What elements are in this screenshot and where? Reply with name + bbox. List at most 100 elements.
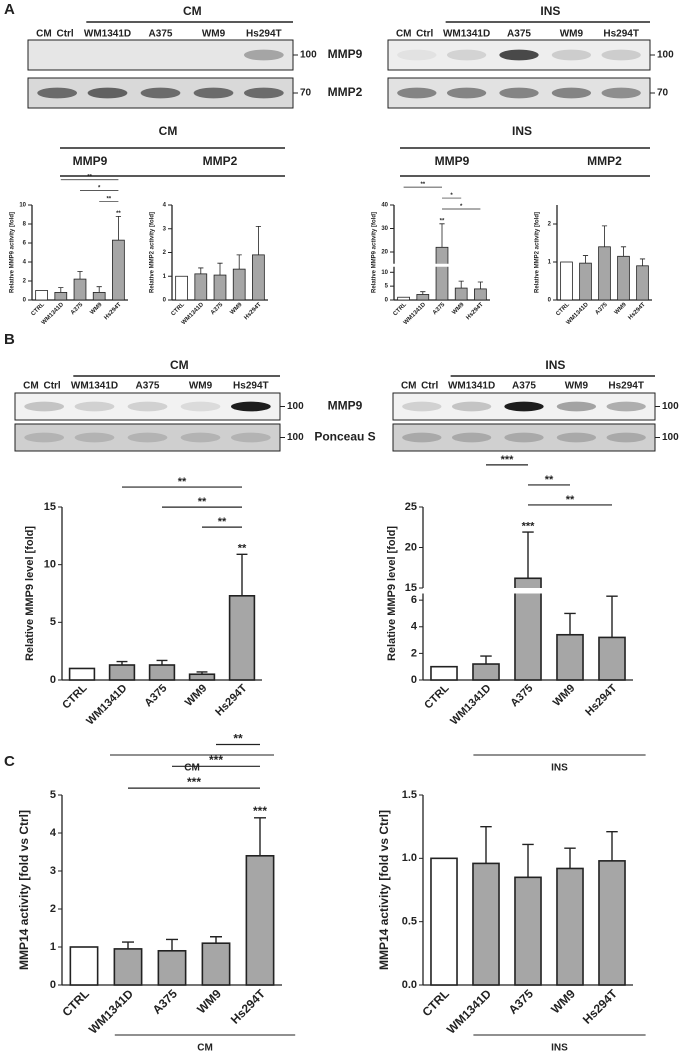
chart-title: MMP2: [203, 154, 238, 168]
y-tick-label: 10: [44, 559, 56, 571]
bar: [228, 595, 256, 681]
x-tick-label: WM1341D: [84, 682, 129, 727]
y-tick-label: 3: [163, 226, 167, 232]
bar: [213, 274, 227, 301]
bar: [148, 664, 176, 681]
blot-band: [24, 432, 65, 443]
x-tick-label: CTRL: [59, 987, 92, 1020]
error-bar: [606, 831, 618, 861]
significance-label: ***: [253, 804, 267, 818]
lane-label: CM: [36, 29, 52, 40]
x-tick-label: Hs294T: [103, 302, 123, 322]
x-tick-label: A375: [70, 301, 85, 316]
error-bar: [458, 280, 464, 289]
lane-label: Hs294T: [246, 29, 282, 40]
x-tick-label: WM1341D: [444, 986, 494, 1036]
y-tick-label: 4: [411, 621, 418, 633]
lane-label: WM1341D: [448, 381, 495, 392]
lane-label: WM9: [565, 381, 589, 392]
y-tick-label: 0.5: [402, 916, 417, 928]
error-bar: [477, 281, 484, 289]
y-tick-label: 15: [44, 501, 56, 513]
group-header: CM: [159, 124, 178, 138]
significance-label: **: [106, 196, 111, 202]
lane-label: WM9: [189, 381, 213, 392]
blot-band: [87, 87, 128, 99]
blot-band: [601, 49, 641, 61]
y-tick-label: 0: [548, 298, 552, 304]
error-bar: [217, 262, 223, 276]
y-tick-label: 20: [405, 541, 417, 553]
y-axis-label: Relative MMP2 activity [fold]: [535, 212, 541, 293]
x-tick-label: Hs294T: [465, 302, 485, 322]
x-tick-label: CTRL: [30, 302, 46, 318]
x-tick-label: Hs294T: [243, 302, 263, 322]
significance-label: ***: [187, 775, 201, 789]
y-tick-label: 0: [163, 298, 167, 304]
y-axis-label: MMP14 activity [fold vs Ctrl]: [377, 810, 391, 970]
x-axis-label: INS: [551, 1043, 568, 1054]
blot-band: [451, 401, 492, 412]
blot-band: [243, 49, 284, 61]
x-tick-label: WM1341D: [448, 682, 493, 727]
x-axis-label: CM: [184, 763, 200, 774]
blot-band: [397, 49, 437, 61]
error-bar: [601, 225, 608, 247]
significance-label: **: [116, 211, 121, 217]
y-axis-label: Relative MMP2 activity [fold]: [150, 212, 156, 293]
marker-label: 100: [287, 432, 304, 443]
error-bar: [522, 843, 534, 878]
bar: [252, 254, 265, 301]
x-tick-label: CTRL: [60, 682, 89, 711]
bar: [579, 262, 592, 301]
significance-label: *: [98, 186, 101, 192]
error-bar: [480, 655, 492, 665]
y-axis-label: Relative MMP9 activity [fold]: [10, 212, 16, 293]
blot-band: [446, 49, 487, 61]
bar: [556, 867, 584, 986]
significance-label: **: [420, 182, 425, 188]
bar: [112, 239, 125, 301]
error-bar: [198, 267, 204, 274]
y-tick-label: 1.5: [402, 789, 417, 801]
blot-band: [194, 50, 234, 61]
lane-label: Hs294T: [603, 29, 639, 40]
x-tick-label: WM9: [183, 682, 210, 709]
x-tick-label: A375: [150, 986, 180, 1016]
y-tick-label: 2: [163, 250, 167, 256]
bar: [232, 268, 246, 301]
group-header: INS: [512, 124, 532, 138]
x-axis-label: CM: [197, 1043, 213, 1054]
bar: [194, 273, 208, 301]
error-bar: [522, 531, 534, 579]
chart-title: MMP2: [587, 154, 622, 168]
significance-label: **: [233, 731, 243, 745]
y-tick-label: 25: [405, 501, 417, 513]
blot-strip: [387, 77, 651, 109]
y-tick-label: 10: [381, 270, 388, 276]
bar: [560, 261, 573, 301]
bar: [54, 291, 68, 301]
significance-label: **: [198, 496, 207, 508]
blot-band: [127, 401, 168, 412]
y-tick-label: 15: [405, 582, 417, 594]
bar: [69, 946, 99, 986]
lane-label: WM1341D: [71, 381, 118, 392]
blot-band: [180, 401, 221, 412]
row-label: Ponceau S: [314, 430, 375, 444]
lane-label: CM: [401, 381, 417, 392]
bar: [474, 288, 487, 301]
y-tick-label: 4: [163, 203, 167, 209]
blot-band: [556, 432, 597, 443]
x-tick-label: WM1341D: [86, 986, 136, 1036]
bar: [35, 290, 48, 301]
bar: [397, 296, 410, 301]
axis-break-gap: [435, 263, 449, 267]
lane-label: Ctrl: [421, 381, 438, 392]
blot-band: [551, 49, 592, 61]
lane-label: Ctrl: [43, 381, 60, 392]
significance-label: **: [218, 516, 227, 528]
bar: [514, 577, 542, 681]
lane-label: Ctrl: [416, 29, 433, 40]
bar: [245, 854, 275, 986]
